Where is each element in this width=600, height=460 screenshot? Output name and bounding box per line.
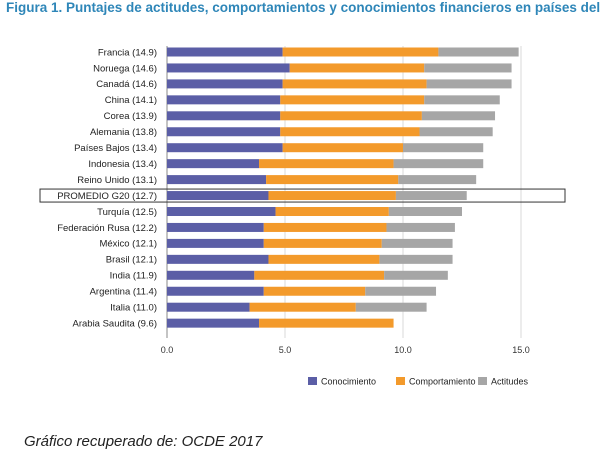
category-label: PROMEDIO G20 (12.7) [57, 191, 157, 202]
bar-conocimiento [167, 302, 250, 312]
category-label: México (12.1) [99, 239, 157, 250]
bar-conocimiento [167, 79, 283, 89]
bar-conocimiento [167, 222, 264, 232]
category-label: Brasil (12.1) [106, 255, 157, 266]
bar-comportamiento [280, 127, 420, 137]
bar-comportamiento [282, 47, 439, 57]
bar-actitudes [388, 207, 462, 216]
category-label: Corea (13.9) [104, 111, 157, 122]
bar-comportamiento [282, 79, 427, 89]
bar-actitudes [355, 302, 427, 312]
bar-conocimiento [167, 207, 276, 216]
bar-conocimiento [167, 95, 281, 105]
bar-actitudes [424, 63, 512, 73]
bar-actitudes [386, 222, 455, 232]
bar-actitudes [438, 47, 519, 57]
highlight-box [39, 188, 566, 203]
bar-actitudes [424, 95, 500, 105]
bar-comportamiento [263, 222, 387, 232]
bar-actitudes [379, 254, 453, 264]
category-label: Canadá (14.6) [96, 79, 157, 90]
bar-comportamiento [259, 318, 394, 328]
bar-conocimiento [167, 254, 269, 264]
bar-actitudes [398, 175, 477, 185]
bar-comportamiento [275, 207, 389, 216]
bar-conocimiento [167, 270, 255, 280]
bar-actitudes [419, 127, 493, 137]
bar-conocimiento [167, 127, 281, 137]
category-label: Argentina (11.4) [90, 287, 157, 298]
legend-swatch [396, 377, 405, 385]
bar-conocimiento [167, 318, 260, 328]
category-label: India (11.9) [110, 271, 157, 282]
bar-comportamiento [289, 63, 425, 73]
category-label: Francia (14.9) [98, 47, 157, 58]
bar-actitudes [426, 79, 512, 89]
bar-comportamiento [280, 95, 425, 105]
bar-comportamiento [259, 159, 394, 169]
bar-conocimiento [167, 286, 264, 296]
bar-conocimiento [167, 175, 267, 185]
bar-actitudes [395, 191, 467, 201]
x-tick-label: 5.0 [279, 345, 292, 355]
category-label: Reino Unido (13.1) [77, 175, 157, 186]
x-tick-label: 15.0 [512, 345, 530, 355]
category-label: Alemania (13.8) [90, 127, 157, 138]
legend-label: Conocimiento [321, 377, 376, 387]
bar-conocimiento [167, 143, 283, 153]
legend-label: Actitudes [491, 377, 529, 387]
category-label: Arabia Saudita (9.6) [73, 318, 158, 329]
category-label: Noruega (14.6) [93, 63, 157, 74]
legend-swatch [478, 377, 487, 385]
category-label: Turquía (12.5) [97, 207, 157, 218]
source-caption: Gráfico recuperado de: OCDE 2017 [24, 433, 263, 450]
bar-comportamiento [249, 302, 356, 312]
category-label: Federación Rusa (12.2) [57, 223, 157, 234]
category-label: China (14.1) [105, 95, 157, 106]
bar-actitudes [403, 143, 484, 153]
category-label: Indonesia (13.4) [88, 159, 157, 170]
bar-comportamiento [263, 286, 366, 296]
bar-conocimiento [167, 159, 260, 169]
bar-actitudes [384, 270, 448, 280]
stacked-bar-chart: 0.0 5.0 10.0 15.0 Francia (14.9) Noruega (14.… [39, 46, 566, 387]
x-tick-label: 10.0 [394, 345, 412, 355]
bar-comportamiento [282, 143, 403, 153]
bar-conocimiento [167, 111, 281, 121]
bar-comportamiento [268, 254, 380, 264]
category-label: Italia (11.0) [110, 303, 157, 314]
bar-comportamiento [263, 238, 382, 248]
x-tick-label: 0.0 [161, 345, 174, 355]
bar-conocimiento [167, 47, 283, 57]
bar-comportamiento [268, 191, 396, 201]
bar-conocimiento [167, 63, 290, 73]
chart-title: Figura 1. Puntajes de actitudes, comport… [6, 0, 600, 15]
bar-actitudes [381, 238, 453, 248]
bar-comportamiento [254, 270, 385, 280]
bar-conocimiento [167, 238, 264, 248]
category-label: Países Bajos (13.4) [74, 143, 157, 154]
legend-swatch [308, 377, 317, 385]
bar-actitudes [421, 111, 496, 121]
bar-conocimiento [167, 191, 269, 201]
bar-comportamiento [266, 175, 399, 185]
bar-comportamiento [280, 111, 422, 121]
bar-actitudes [365, 286, 437, 296]
bar-actitudes [393, 159, 484, 169]
legend-label: Comportamiento [409, 377, 476, 387]
